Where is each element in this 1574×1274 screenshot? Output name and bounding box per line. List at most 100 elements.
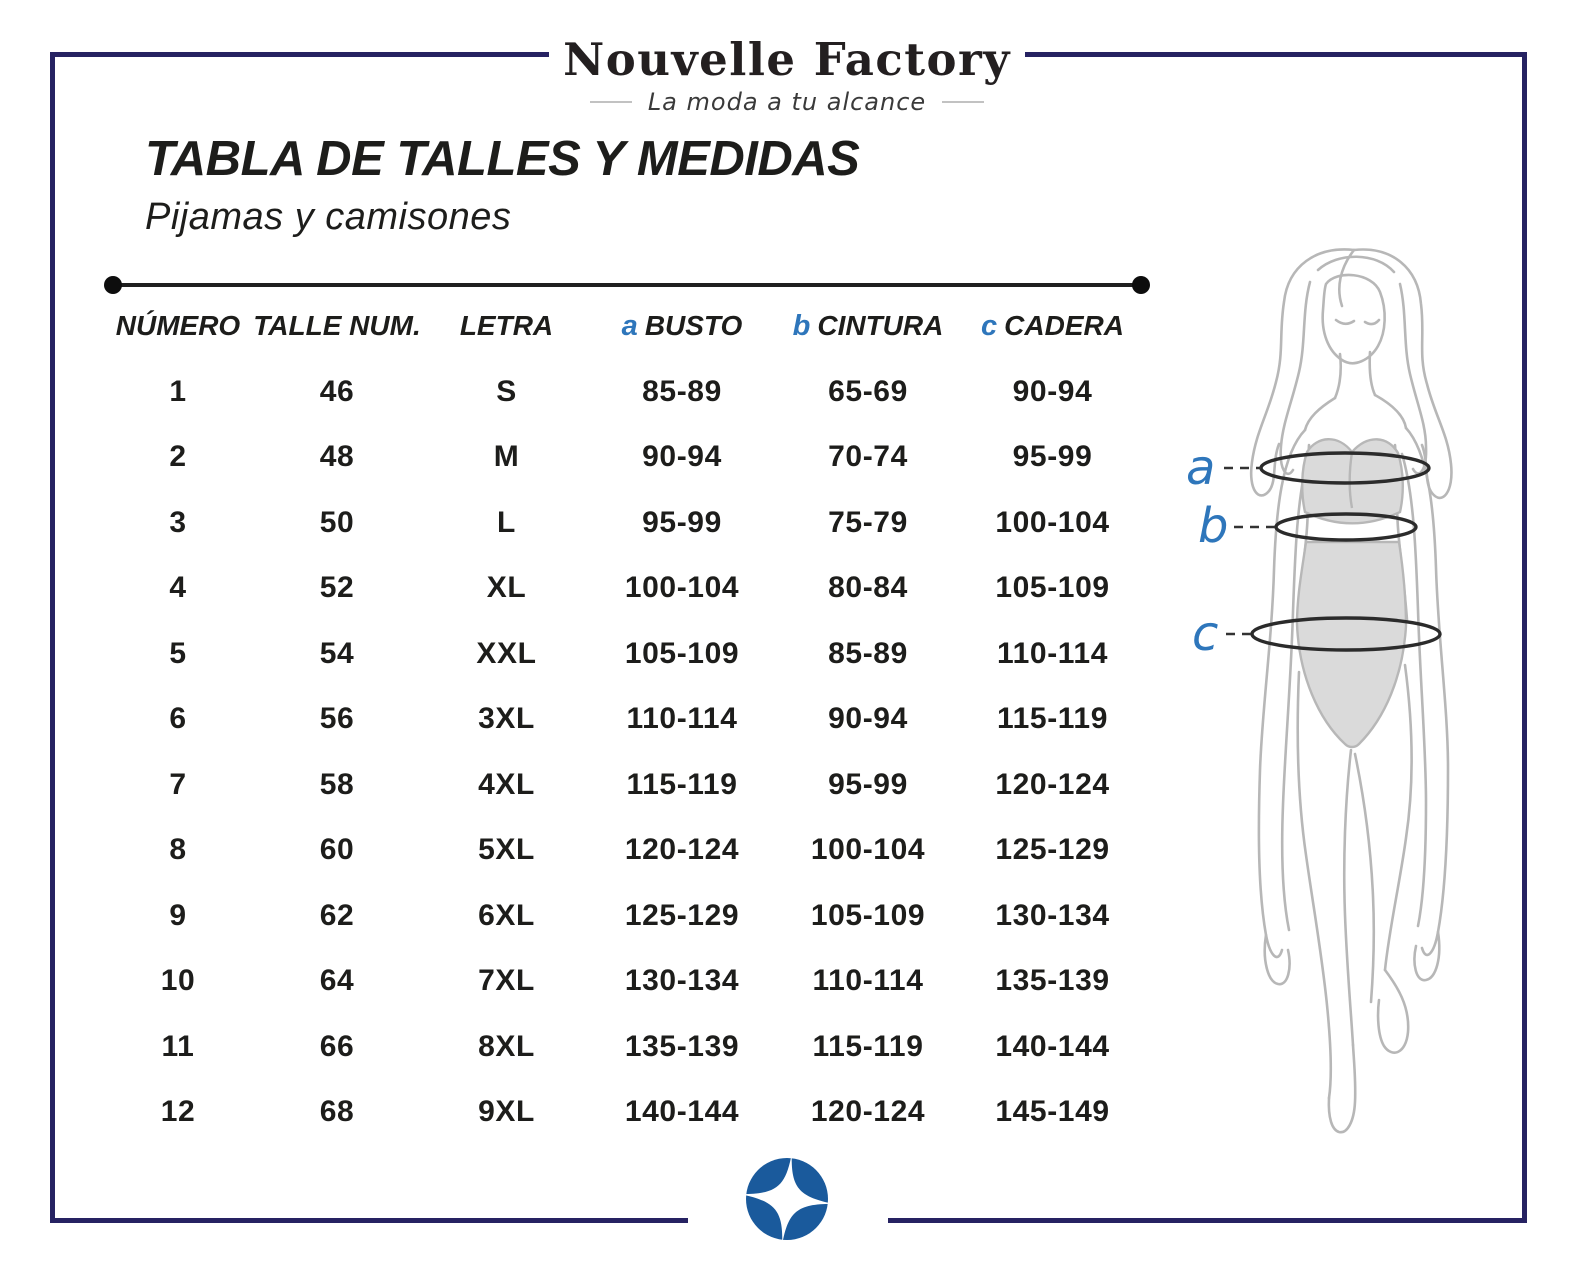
- table-cell: 8: [169, 833, 187, 867]
- brand-tagline: La moda a tu alcance: [647, 88, 927, 116]
- table-cell: 50: [319, 505, 355, 539]
- page-subtitle: Pijamas y camisones: [145, 196, 512, 238]
- table-cell: 130-134: [624, 964, 740, 998]
- compass-star-logo-icon: [740, 1153, 834, 1245]
- hip-ellipse: [1250, 616, 1442, 652]
- table-cell: 140-144: [624, 1095, 740, 1129]
- table-cell: 115-119: [626, 767, 738, 801]
- table-cell: 54: [319, 636, 355, 670]
- divider-rule: [104, 276, 1150, 294]
- table-cell: 140-144: [995, 1029, 1110, 1063]
- figure-label-a: a: [1186, 440, 1215, 496]
- table-cell: 65-69: [828, 374, 908, 408]
- table-cell: 5: [169, 636, 187, 670]
- table-cell: XL: [486, 571, 527, 605]
- table-cell: 105-109: [995, 571, 1110, 605]
- table-cell: 48: [319, 440, 355, 474]
- column-header-label: CINTURA: [817, 310, 944, 341]
- table-cell: 100-104: [995, 505, 1110, 539]
- brand-wordmark: Nouvelle Factory: [549, 33, 1025, 86]
- table-cell: 1: [169, 374, 187, 408]
- table-cell: 115-119: [997, 702, 1108, 736]
- table-cell: 64: [319, 964, 355, 998]
- table-cell: 110-114: [812, 964, 924, 998]
- table-cell: 4XL: [478, 767, 535, 801]
- table-cell: S: [496, 374, 517, 408]
- column-header-label: TALLE NUM.: [253, 310, 421, 341]
- table-cell: 90-94: [828, 702, 908, 736]
- table-cell: 95-99: [828, 767, 908, 801]
- table-cell: 125-129: [995, 833, 1110, 867]
- table-cell: 8XL: [478, 1029, 535, 1063]
- table-row: 6 56 3XL 110-114 90-94 115-119: [105, 687, 1143, 753]
- table-body: 1 46 S 85-89 65-69 90-94 2 48 M 90-94 70-74 95-99 3 5…: [105, 359, 1143, 1145]
- table-cell: 110-114: [626, 702, 738, 736]
- table-cell: 4: [169, 571, 187, 605]
- table-cell: 120-124: [995, 767, 1110, 801]
- table-cell: 3: [169, 505, 187, 539]
- column-header-cadera: c CADERA: [962, 293, 1143, 359]
- measure-letter-b: b: [792, 309, 811, 342]
- measure-letter-a: a: [621, 309, 638, 342]
- table-row: 7 58 4XL 115-119 95-99 120-124: [105, 752, 1143, 818]
- table-cell: 12: [160, 1095, 196, 1129]
- table-cell: 60: [319, 833, 355, 867]
- table-cell: 66: [319, 1029, 355, 1063]
- table-cell: 85-89: [828, 636, 908, 670]
- table-cell: 58: [319, 767, 355, 801]
- table-cell: 95-99: [1012, 440, 1093, 474]
- table-cell: 2: [169, 440, 187, 474]
- rule-dot-left-icon: [104, 276, 122, 294]
- tagline-dash-left-icon: [589, 101, 632, 103]
- table-cell: 6XL: [478, 898, 535, 932]
- size-table: NÚMERO TALLE NUM. LETRA a BUSTO b CINTUR…: [105, 293, 1143, 1145]
- table-row: 12 68 9XL 140-144 120-124 145-149: [105, 1080, 1143, 1146]
- table-cell: 135-139: [995, 964, 1110, 998]
- table-cell: 80-84: [828, 571, 908, 605]
- table-cell: 120-124: [624, 833, 740, 867]
- table-cell: 85-89: [642, 374, 722, 408]
- table-header-row: NÚMERO TALLE NUM. LETRA a BUSTO b CINTUR…: [105, 293, 1143, 359]
- table-cell: 110-114: [997, 636, 1108, 670]
- table-row: 4 52 XL 100-104 80-84 105-109: [105, 556, 1143, 622]
- measurement-figure-illustration: a b c: [1186, 248, 1453, 1134]
- table-cell: 6: [169, 702, 187, 736]
- table-cell: 95-99: [642, 505, 722, 539]
- table-cell: 68: [319, 1095, 355, 1129]
- table-cell: 62: [319, 898, 355, 932]
- waist-ellipse: [1274, 512, 1418, 542]
- table-cell: XXL: [476, 636, 537, 670]
- measure-letters: a b c: [1186, 440, 1228, 662]
- table-cell: 90-94: [1012, 374, 1093, 408]
- table-cell: 7XL: [478, 964, 535, 998]
- column-header-busto: a BUSTO: [590, 293, 774, 359]
- column-header-label: BUSTO: [644, 310, 743, 341]
- table-cell: 10: [160, 964, 196, 998]
- table-row: 10 64 7XL 130-134 110-114 135-139: [105, 949, 1143, 1015]
- figure-label-c: c: [1192, 606, 1218, 662]
- table-cell: 100-104: [624, 571, 740, 605]
- table-cell: 9XL: [478, 1095, 535, 1129]
- table-cell: 11: [161, 1029, 195, 1063]
- garments: [1295, 438, 1408, 749]
- column-header-letra: LETRA: [423, 293, 590, 359]
- table-row: 2 48 M 90-94 70-74 95-99: [105, 425, 1143, 491]
- table-cell: 7: [169, 767, 187, 801]
- table-cell: 3XL: [478, 702, 535, 736]
- table-row: 8 60 5XL 120-124 100-104 125-129: [105, 818, 1143, 884]
- table-cell: L: [497, 505, 516, 539]
- table-row: 3 50 L 95-99 75-79 100-104: [105, 490, 1143, 556]
- column-header-label: NÚMERO: [115, 310, 241, 341]
- table-row: 5 54 XXL 105-109 85-89 110-114: [105, 621, 1143, 687]
- table-cell: M: [493, 440, 520, 474]
- table-cell: 75-79: [828, 505, 908, 539]
- table-cell: 9: [169, 898, 187, 932]
- column-header-numero: NÚMERO: [105, 293, 251, 359]
- table-cell: 130-134: [995, 898, 1110, 932]
- table-cell: 100-104: [810, 833, 926, 867]
- tagline-dash-right-icon: [942, 101, 985, 103]
- column-header-cintura: b CINTURA: [774, 293, 962, 359]
- column-header-talle: TALLE NUM.: [251, 293, 423, 359]
- table-cell: 145-149: [995, 1095, 1110, 1129]
- table-cell: 125-129: [624, 898, 740, 932]
